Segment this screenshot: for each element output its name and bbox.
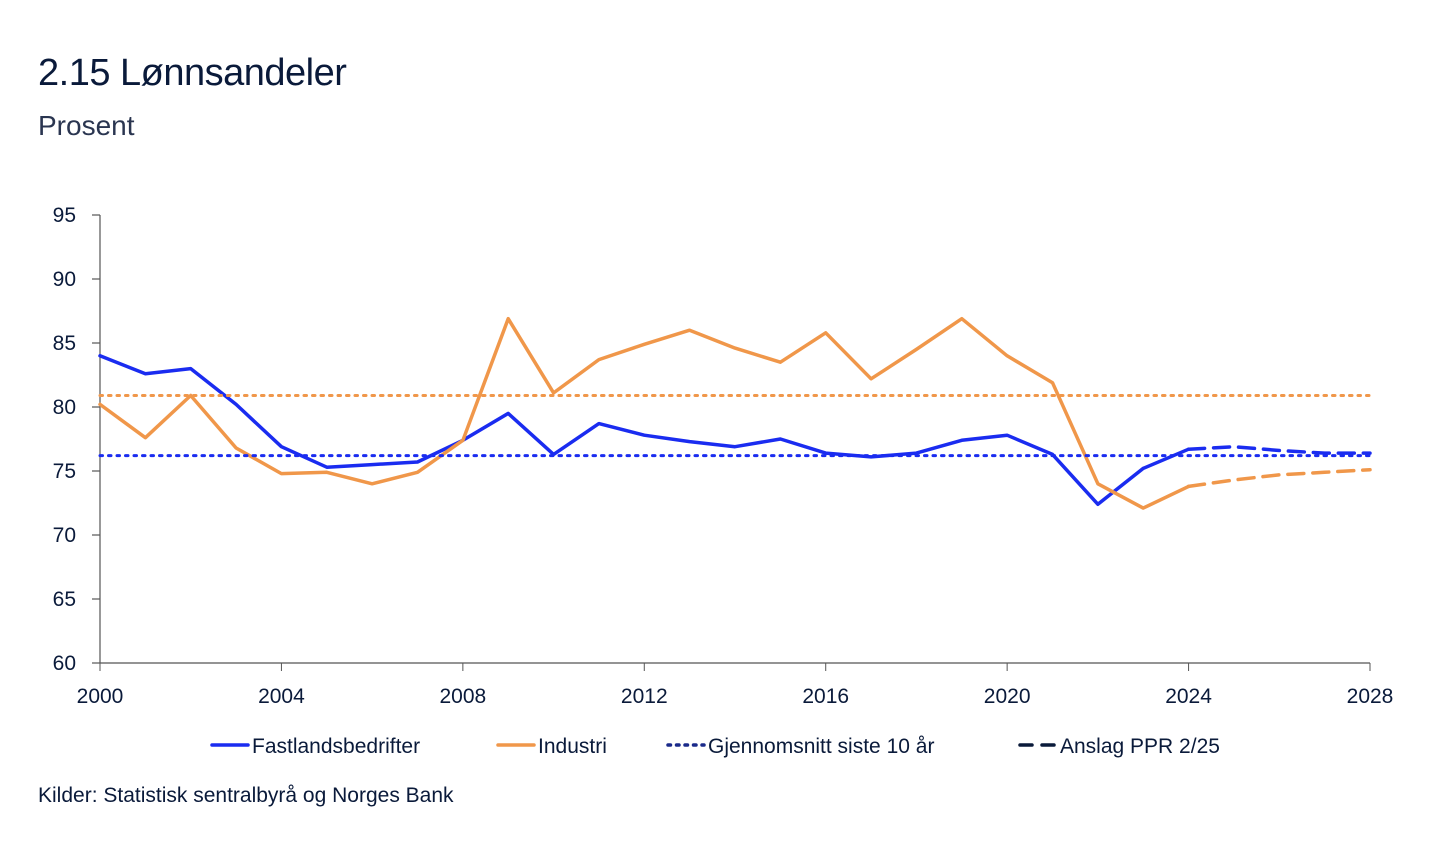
y-tick-label: 60 bbox=[53, 652, 76, 675]
x-tick-label: 2004 bbox=[258, 685, 305, 708]
legend-label: Industri bbox=[538, 735, 607, 758]
series-line-fastlandsbedrifter-anslag bbox=[1186, 444, 1372, 455]
y-tick-label: 80 bbox=[53, 396, 76, 419]
x-tick-label: 2016 bbox=[802, 685, 849, 708]
x-tick-label: 2008 bbox=[439, 685, 486, 708]
x-tick-label: 2012 bbox=[621, 685, 668, 708]
legend: Fastlandsbedrifter Industri Gjennomsnitt s… bbox=[210, 735, 1220, 758]
chart-source: Kilder: Statistisk sentralbyrå og Norges… bbox=[38, 784, 454, 807]
y-tick-label: 70 bbox=[53, 524, 76, 547]
y-tick-label: 90 bbox=[53, 268, 76, 291]
y-tick-label: 75 bbox=[53, 460, 76, 483]
x-tick-label: 2024 bbox=[1165, 685, 1212, 708]
series-line-fastlandsbedrifter bbox=[98, 354, 1191, 507]
series-line-industri bbox=[98, 316, 1191, 510]
y-tick-label: 95 bbox=[53, 204, 76, 227]
legend-label: Gjennomsnitt siste 10 år bbox=[708, 735, 934, 758]
chart-title: 2.15 Lønnsandeler bbox=[38, 52, 347, 94]
series-layer bbox=[98, 316, 1372, 510]
chart-subtitle: Prosent bbox=[38, 110, 135, 141]
series-line-industri-anslag bbox=[1186, 467, 1372, 489]
x-tick-label: 2020 bbox=[984, 685, 1031, 708]
y-tick-label: 85 bbox=[53, 332, 76, 355]
legend-label: Fastlandsbedrifter bbox=[252, 735, 420, 758]
y-tick-label: 65 bbox=[53, 588, 76, 611]
x-tick-label: 2028 bbox=[1347, 685, 1394, 708]
axes: 60 65 70 75 80 85 90 95 2000 2004 2008 2012 2016 2020… bbox=[53, 204, 1394, 708]
legend-label: Anslag PPR 2/25 bbox=[1060, 735, 1220, 758]
x-tick-label: 2000 bbox=[77, 685, 124, 708]
